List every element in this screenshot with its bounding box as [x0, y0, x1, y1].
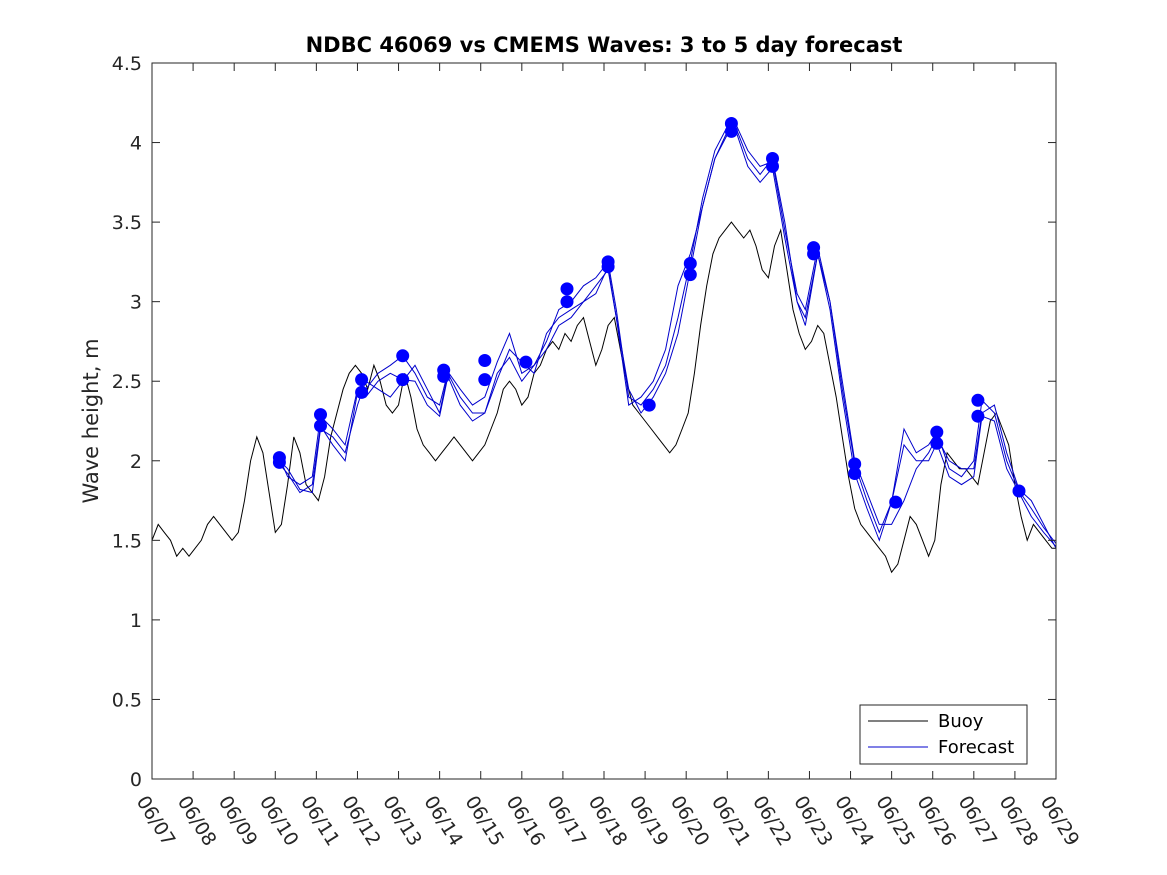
forecast-marker — [355, 373, 369, 387]
x-tick-label: 06/27 — [954, 792, 1002, 850]
forecast-marker — [478, 373, 492, 387]
x-tick-label: 06/07 — [132, 792, 180, 850]
y-axis-label: Wave height, m — [79, 338, 103, 503]
forecast-marker — [437, 369, 451, 383]
y-tick-label: 1.5 — [112, 530, 142, 552]
forecast-marker — [560, 295, 574, 309]
x-tick-label: 06/17 — [543, 792, 591, 850]
forecast-marker — [396, 373, 410, 387]
x-tick-label: 06/11 — [296, 792, 344, 850]
forecast-series-line-2 — [278, 122, 1057, 544]
legend-box — [859, 704, 1028, 765]
x-tick-label: 06/13 — [378, 792, 426, 850]
x-tick-label: 06/29 — [1036, 792, 1084, 850]
forecast-marker — [560, 282, 574, 296]
x-tick-label: 06/23 — [789, 792, 837, 850]
y-tick-label: 4.5 — [112, 53, 142, 75]
forecast-marker — [478, 354, 492, 367]
forecast-marker — [355, 385, 369, 399]
x-tick-label: 06/16 — [502, 792, 550, 850]
x-tick-label: 06/25 — [871, 792, 919, 850]
x-tick-label: 06/19 — [625, 792, 673, 850]
forecast-marker — [930, 436, 944, 450]
x-tick-label: 06/10 — [255, 792, 303, 850]
x-tick-label: 06/08 — [173, 792, 221, 850]
forecast-marker — [930, 425, 944, 439]
forecast-marker — [766, 159, 779, 173]
y-tick-label: 2.5 — [112, 371, 142, 393]
legend-label-buoy: Buoy — [938, 711, 984, 732]
forecast-marker — [642, 398, 656, 412]
y-tick-label: 1 — [130, 610, 142, 632]
x-tick-label: 06/21 — [707, 792, 755, 850]
y-tick-label: 0 — [130, 769, 142, 791]
forecast-marker — [396, 349, 410, 363]
x-tick-label: 06/18 — [584, 792, 632, 850]
forecast-marker — [601, 260, 615, 274]
y-tick-label: 2 — [130, 451, 142, 473]
axes-box — [151, 62, 1057, 780]
x-tick-label: 06/09 — [214, 792, 262, 850]
legend: Buoy Forecast — [859, 704, 1028, 765]
x-tick-label: 06/28 — [995, 792, 1043, 850]
y-tick-label: 4 — [130, 133, 142, 155]
forecast-marker — [519, 355, 533, 369]
forecast-marker — [971, 409, 985, 423]
legend-label-forecast: Forecast — [938, 737, 1014, 758]
forecast-marker — [314, 419, 327, 433]
chart-title: NDBC 46069 vs CMEMS Waves: 3 to 5 day fo… — [306, 33, 903, 57]
forecast-marker — [848, 467, 862, 480]
forecast-marker — [848, 457, 862, 471]
forecast-marker — [272, 455, 286, 469]
forecast-marker — [1012, 484, 1026, 498]
forecast-series-line-3 — [279, 129, 1057, 548]
x-tick-label: 06/24 — [830, 792, 878, 850]
forecast-marker — [314, 408, 327, 422]
forecast-marker — [683, 268, 697, 282]
x-tick-label: 06/15 — [460, 792, 508, 850]
plot-area — [151, 117, 1057, 574]
y-tick-label: 3 — [130, 292, 142, 314]
x-tick-label: 06/12 — [337, 792, 385, 850]
y-tick-label: 0.5 — [112, 689, 142, 711]
x-tick-label: 06/20 — [666, 792, 714, 850]
forecast-marker — [807, 247, 821, 261]
forecast-marker — [889, 495, 903, 509]
x-tick-label: 06/22 — [748, 792, 796, 850]
x-tick-label: 06/26 — [912, 792, 960, 850]
forecast-marker — [971, 393, 985, 407]
y-tick-label: 3.5 — [112, 212, 142, 234]
forecast-marker — [683, 257, 697, 270]
forecast-marker — [724, 124, 738, 138]
x-tick-label: 06/14 — [419, 792, 467, 850]
buoy-series-line — [151, 221, 1056, 574]
